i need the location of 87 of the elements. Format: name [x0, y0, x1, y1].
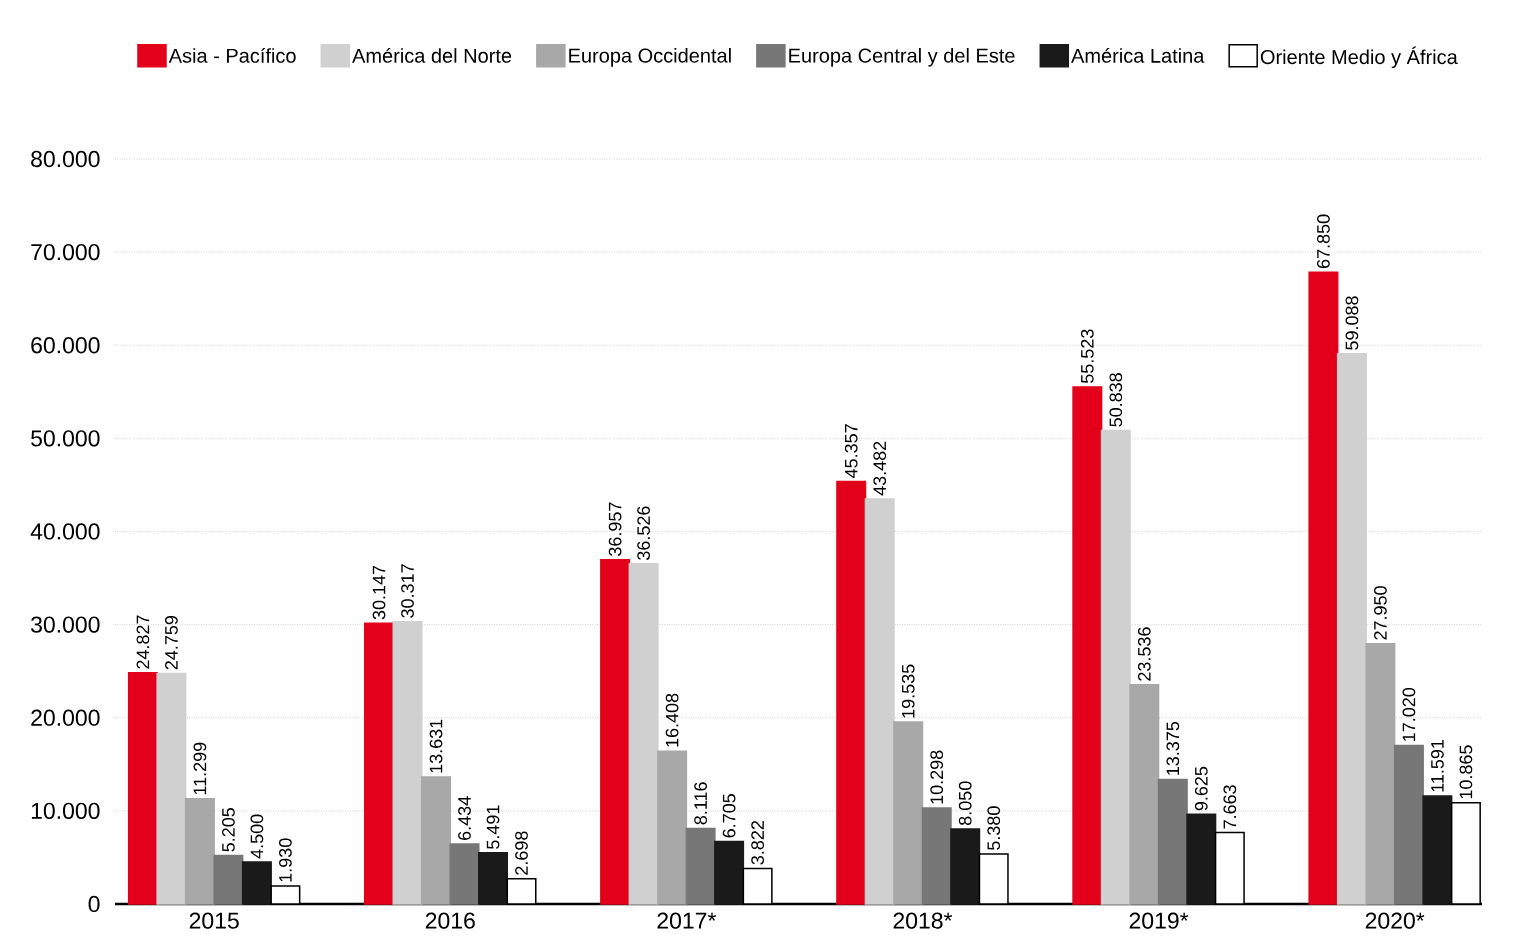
legend-label: América Latina	[1071, 47, 1205, 63]
x-tick-label: 2016	[425, 912, 475, 929]
legend-label: Europa Occidental	[569, 48, 731, 67]
y-tick-label: 10.000	[31, 802, 100, 819]
y-tick-label: 40.000	[30, 523, 100, 540]
legend-label: Europa Central y del Este	[789, 48, 1015, 67]
data-label: 27.950	[1374, 586, 1387, 640]
bar	[421, 776, 452, 905]
data-label: 50.838	[1109, 373, 1123, 427]
x-tick-label: 2020*	[1365, 912, 1425, 929]
data-label: 6.434	[458, 796, 471, 840]
bar	[628, 563, 659, 905]
bar	[714, 840, 745, 905]
y-tick-label: 60.000	[31, 337, 100, 354]
data-label: 5.205	[222, 808, 235, 852]
data-label: 5.380	[987, 806, 1001, 850]
y-tick-label: 20.000	[31, 709, 100, 726]
bar	[685, 827, 716, 905]
bar	[1308, 271, 1339, 905]
bar	[1186, 813, 1217, 905]
y-tick-label: 50.000	[31, 430, 100, 447]
bar	[1157, 778, 1188, 905]
data-label: 36.957	[608, 502, 622, 556]
data-label: 16.408	[665, 693, 679, 747]
bar	[864, 498, 895, 905]
bar	[1365, 642, 1396, 905]
bar	[1393, 744, 1424, 905]
data-label: 5.491	[486, 805, 500, 849]
bar	[156, 672, 187, 905]
bar	[449, 843, 480, 905]
bar	[1100, 429, 1131, 905]
bar	[1422, 795, 1453, 905]
data-label: 9.625	[1194, 766, 1208, 811]
data-label: 43.482	[873, 441, 887, 496]
x-tick-label: 2019*	[1129, 912, 1189, 929]
bar	[893, 721, 924, 905]
bar	[921, 807, 952, 905]
data-label: 11.591	[1431, 740, 1444, 792]
bar	[657, 750, 688, 905]
data-label: 8.050	[958, 781, 972, 826]
data-label: 24.827	[136, 615, 150, 669]
bar	[184, 798, 215, 905]
bar	[213, 854, 244, 905]
data-label: 45.357	[844, 424, 858, 478]
bar	[127, 672, 158, 905]
x-tick-label: 2017*	[657, 912, 717, 929]
data-label: 17.020	[1402, 687, 1416, 741]
y-tick-label: 0	[88, 895, 100, 913]
bar	[600, 559, 631, 905]
data-label: 24.759	[165, 616, 178, 670]
bar	[1129, 684, 1160, 905]
legend-label: América del Norte	[352, 47, 512, 63]
data-label: 2.698	[515, 831, 528, 875]
data-label: 36.526	[637, 506, 650, 560]
data-label: 67.850	[1317, 214, 1330, 269]
data-label: 11.299	[193, 742, 207, 795]
data-label: 13.631	[429, 719, 443, 773]
y-tick-label: 80.000	[31, 150, 100, 168]
data-label: 10.298	[930, 750, 944, 804]
data-label: 6.705	[722, 794, 736, 838]
bar	[241, 861, 272, 905]
data-label: 30.147	[372, 565, 386, 620]
x-tick-label: 2015	[189, 912, 239, 929]
bar	[1072, 386, 1103, 905]
bar	[836, 480, 867, 905]
legend-label: Asia - Pacífico	[168, 47, 296, 63]
data-label: 10.865	[1459, 745, 1473, 799]
data-label: 59.088	[1345, 296, 1359, 350]
data-label: 30.317	[401, 564, 414, 618]
bar	[478, 852, 509, 905]
bar	[392, 620, 423, 905]
data-label: 7.663	[1223, 785, 1237, 829]
data-label: 23.536	[1137, 627, 1151, 681]
bar	[950, 828, 981, 905]
data-label: 13.375	[1166, 721, 1180, 775]
x-tick-label: 2018*	[893, 912, 953, 929]
data-label: 3.822	[751, 821, 764, 865]
y-tick-label: 70.000	[31, 243, 100, 261]
data-label: 8.116	[694, 782, 707, 825]
legend-label: Oriente Medio y África	[1260, 46, 1458, 69]
bar	[1336, 352, 1367, 905]
data-label: 55.523	[1080, 329, 1094, 384]
data-label: 19.535	[901, 664, 915, 718]
data-label: 4.500	[250, 814, 264, 859]
y-tick-label: 30.000	[31, 616, 100, 633]
bar	[364, 622, 395, 905]
data-label: 1.930	[279, 838, 292, 882]
